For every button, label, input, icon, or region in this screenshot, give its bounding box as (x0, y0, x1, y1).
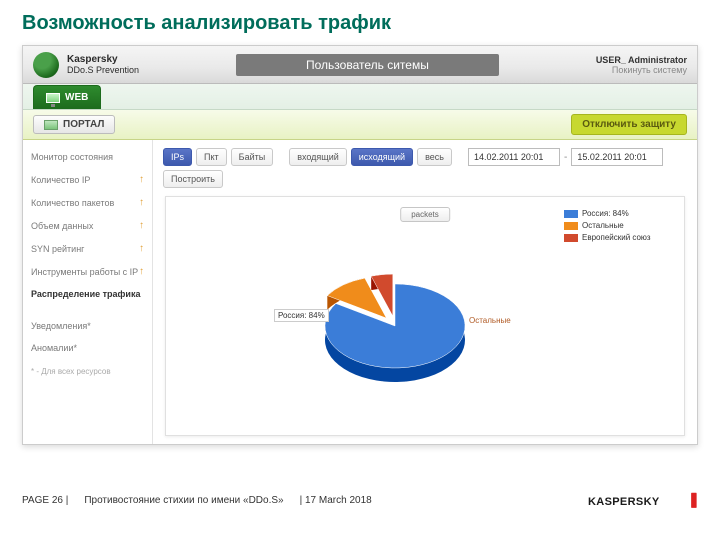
callout-main: Россия: 84% (274, 309, 329, 322)
disable-protection-button[interactable]: Отключить защиту (571, 114, 687, 135)
sort-arrow-icon: ↑ (139, 243, 144, 254)
kaspersky-orb-icon (33, 52, 59, 78)
tab-row: WEB (23, 84, 697, 110)
filter-direction-button[interactable]: весь (417, 148, 452, 166)
sort-arrow-icon: ↑ (139, 266, 144, 277)
portal-label: ПОРТАЛ (63, 119, 104, 130)
sort-arrow-icon: ↑ (139, 197, 144, 208)
filter-row: IPsПктБайты входящийисходящийвесь 14.02.20… (153, 140, 697, 196)
footer-date: | 17 March 2018 (300, 495, 372, 506)
filter-metric-button[interactable]: IPs (163, 148, 192, 166)
filter-direction-button[interactable]: исходящий (351, 148, 413, 166)
monitor-icon (44, 120, 58, 130)
brand-line2: DDo.S Prevention (67, 65, 139, 75)
tab-web-label: WEB (65, 92, 88, 103)
kaspersky-logo: KASPERSKY (588, 488, 698, 514)
filter-metric-button[interactable]: Пкт (196, 148, 227, 166)
tab-web[interactable]: WEB (33, 85, 101, 109)
sidebar-item[interactable]: Объем данных ↑ (23, 214, 152, 237)
brand-line1: Kaspersky (67, 54, 139, 65)
sidebar-item-label: Инструменты работы с IP (31, 267, 138, 277)
date-dash: - (564, 152, 567, 163)
main-panel: IPsПктБайты входящийисходящийвесь 14.02.20… (153, 140, 697, 444)
sidebar-footnote: * - Для всех ресурсов (23, 359, 152, 376)
filter-direction-button[interactable]: входящий (289, 148, 347, 166)
footer-page: PAGE 26 | (22, 495, 68, 506)
date-to-input[interactable]: 15.02.2011 20:01 (571, 148, 663, 166)
chart-area: Россия: 84% Остальные (166, 197, 684, 435)
sidebar: Монитор состоянияКоличество IP↑Количеств… (23, 140, 153, 444)
monitor-icon (46, 93, 60, 103)
sidebar-item[interactable]: Инструменты работы с IP↑ (23, 260, 152, 283)
user-box: USER_ Administrator Покинуть систему (596, 55, 687, 75)
sidebar-item[interactable]: Аномалии* (23, 337, 152, 359)
brand-bar: Kaspersky DDo.S Prevention Пользователь … (23, 46, 697, 84)
sidebar-item-label: Распределение трафика (31, 289, 140, 299)
user-name: USER_ Administrator (596, 55, 687, 65)
sidebar-item[interactable]: SYN рейтинг ↑ (23, 237, 152, 260)
brand-text: Kaspersky DDo.S Prevention (67, 54, 139, 75)
sidebar-item[interactable]: Количество IP ↑ (23, 168, 152, 191)
action-row: ПОРТАЛ Отключить защиту (23, 110, 697, 140)
sort-arrow-icon: ↑ (139, 220, 144, 231)
svg-text:KASPERSKY: KASPERSKY (588, 496, 660, 508)
filter-metric-button[interactable]: Байты (231, 148, 274, 166)
slide-title: Возможность анализировать трафик (22, 12, 698, 35)
logout-link[interactable]: Покинуть систему (596, 65, 687, 75)
sidebar-item-label: Количество IP (31, 175, 90, 185)
sidebar-item-label: Количество пакетов (31, 198, 114, 208)
system-user-pill: Пользователь ситемы (236, 54, 499, 76)
slide-footer: PAGE 26 | Противостояние стихии по имени… (22, 495, 372, 506)
sidebar-item-label: SYN рейтинг (31, 244, 84, 254)
sidebar-item[interactable]: Уведомления* (23, 315, 152, 337)
chart-container: packets Россия: 84%ОстальныеЕвропейский … (165, 196, 685, 436)
callout-side: Остальные (466, 315, 514, 326)
footer-title: Противостояние стихии по имени «DDo.S» (84, 495, 283, 506)
portal-button[interactable]: ПОРТАЛ (33, 115, 115, 134)
sidebar-item[interactable]: Распределение трафика (23, 283, 152, 305)
sidebar-item-label: Объем данных (31, 221, 93, 231)
sidebar-item-label: Монитор состояния (31, 152, 113, 162)
sidebar-item[interactable]: Количество пакетов ↑ (23, 191, 152, 214)
date-from-input[interactable]: 14.02.2011 20:01 (468, 148, 560, 166)
app-window: Kaspersky DDo.S Prevention Пользователь … (22, 45, 698, 445)
sort-arrow-icon: ↑ (139, 174, 144, 185)
build-button[interactable]: Построить (163, 170, 223, 188)
sidebar-item[interactable]: Монитор состояния (23, 146, 152, 168)
